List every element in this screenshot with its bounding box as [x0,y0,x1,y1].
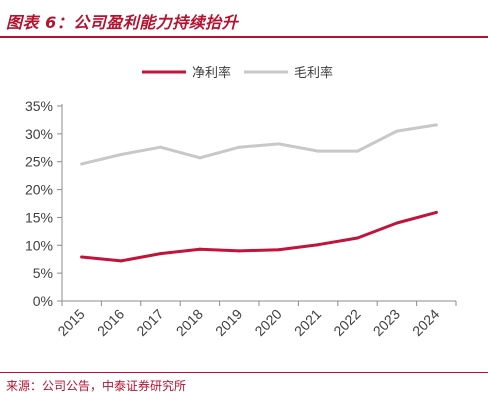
source-note: 来源：公司公告，中泰证券研究所 [6,379,187,393]
x-tick-label: 2017 [133,306,166,339]
data-point-s0-4 [237,249,241,253]
x-tick-label: 2022 [330,306,363,339]
chart-area: 净利率 毛利率 0% 5% 10% 15% 20% 25% 30% 35% 2015 2016 2017… [0,40,488,370]
x-tick-label: 2021 [291,306,324,339]
data-point-s0-7 [356,236,359,240]
data-point-s0-8 [395,221,399,225]
series-line-1 [80,123,438,166]
x-tick-label: 2015 [54,306,87,339]
y-tick-label: 10% [25,237,53,253]
data-point-s1-5 [277,142,281,146]
legend-label-1: 毛利率 [294,65,333,81]
x-tick-label: 2018 [173,306,206,339]
data-point-s0-0 [80,255,84,259]
y-tick-label: 15% [25,209,53,225]
y-tick-label: 20% [25,182,53,198]
line-chart: 净利率 毛利率 0% 5% 10% 15% 20% 25% 30% 35% 2015 2016 2017… [25,65,457,339]
data-point-s0-6 [316,243,320,247]
data-point-s1-7 [356,149,359,153]
data-point-s0-3 [198,247,202,251]
y-tick-label: 0% [33,293,53,309]
data-point-s0-2 [159,252,162,256]
data-point-s0-1 [119,259,123,263]
data-point-s0-9 [434,210,438,214]
series-line-0 [80,210,438,263]
data-point-s0-5 [277,248,281,252]
y-tick-label: 35% [25,98,53,114]
y-tick-label: 5% [33,265,53,281]
legend-label-0: 净利率 [192,65,231,81]
data-point-s1-9 [434,123,438,127]
x-tick-label: 2023 [370,306,403,339]
x-tick-label: 2019 [212,306,245,339]
x-tick-label: 2024 [409,306,442,339]
data-point-s1-0 [80,162,84,166]
data-point-s1-6 [316,149,320,153]
y-tick-label: 30% [25,126,53,142]
data-point-s1-8 [395,129,399,133]
data-point-s1-2 [159,145,162,149]
x-tick-label: 2016 [94,306,127,339]
figure-title: 图表 6：公司盈利能力持续抬升 [6,13,239,32]
data-point-s1-1 [119,152,123,156]
title-divider [0,36,488,38]
data-point-s1-4 [237,145,241,149]
source-divider [0,372,488,373]
data-point-s1-3 [198,156,202,160]
x-tick-label: 2020 [251,306,284,339]
y-tick-label: 25% [25,154,53,170]
figure-header: 图表 6：公司盈利能力持续抬升 [0,0,488,40]
